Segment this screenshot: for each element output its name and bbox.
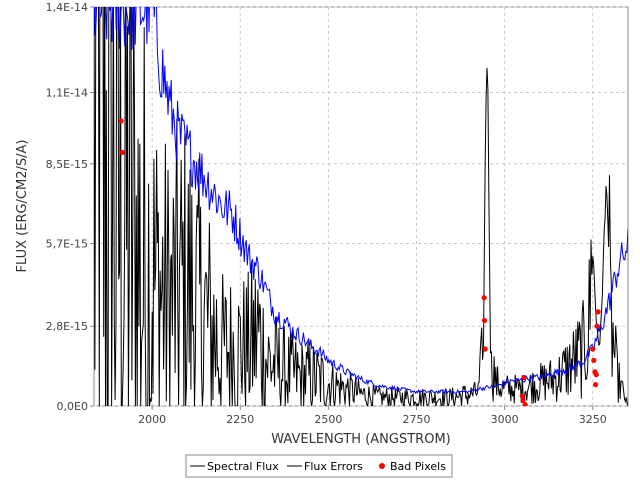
plot-background bbox=[93, 6, 629, 407]
x-tick-label: 3250 bbox=[579, 413, 607, 426]
y-tick-label: 1,1E-14 bbox=[46, 87, 88, 100]
bad-pixel-point bbox=[593, 372, 599, 378]
y-axis-title: FLUX (ERG/CM2/S/A) bbox=[15, 140, 30, 273]
bad-pixel-point bbox=[593, 382, 599, 388]
y-axis: 0,0E0 2,8E-15 5,7E-15 8,5E-15 1,1E-14 1,4E-14 bbox=[46, 1, 94, 413]
bad-pixel-point bbox=[590, 346, 596, 352]
x-tick-label: 2250 bbox=[226, 413, 254, 426]
legend-box bbox=[185, 454, 453, 478]
plot-area bbox=[94, 7, 628, 406]
bad-pixel-point bbox=[591, 357, 597, 363]
y-tick-label: 0,0E0 bbox=[57, 400, 88, 413]
y-tick-label: 5,7E-15 bbox=[46, 238, 88, 251]
bad-pixel-point bbox=[520, 397, 526, 403]
bad-pixel-point bbox=[521, 374, 527, 381]
y-tick-label: 1,4E-14 bbox=[46, 1, 88, 14]
legend: Spectral Flux Flux Errors Bad Pixels bbox=[185, 454, 453, 478]
bad-pixel-point bbox=[119, 149, 125, 155]
x-tick-label: 2000 bbox=[138, 413, 166, 426]
bad-pixel-point bbox=[594, 323, 600, 329]
y-tick-label: 8,5E-15 bbox=[46, 158, 88, 171]
legend-label-bad-pixels: Bad Pixels bbox=[390, 460, 446, 473]
grid-lines bbox=[94, 6, 628, 407]
bad-pixel-point bbox=[519, 393, 525, 399]
bad-pixel-point bbox=[118, 118, 124, 124]
legend-label-spectral-flux: Spectral Flux bbox=[207, 460, 279, 473]
bad-pixel-point bbox=[481, 317, 488, 324]
x-axis: 2000 2250 2500 2750 3000 3250 bbox=[138, 406, 607, 426]
bad-pixel-point bbox=[595, 309, 601, 315]
legend-swatch-bad-pixels bbox=[379, 463, 385, 469]
bad-pixel-point bbox=[522, 402, 528, 406]
series-line-flux-errors bbox=[94, 7, 628, 395]
legend-label-flux-errors: Flux Errors bbox=[304, 460, 363, 473]
series-line-spectral-flux bbox=[94, 7, 628, 406]
bad-pixel-point bbox=[482, 346, 488, 352]
x-tick-label: 2750 bbox=[403, 413, 431, 426]
x-tick-label: 2500 bbox=[314, 413, 342, 426]
y-tick-label: 2,8E-15 bbox=[46, 320, 88, 333]
bad-pixel-point bbox=[481, 295, 487, 301]
x-tick-label: 3000 bbox=[491, 413, 519, 426]
x-axis-title: WAVELENGTH (ANGSTROM) bbox=[271, 432, 450, 447]
